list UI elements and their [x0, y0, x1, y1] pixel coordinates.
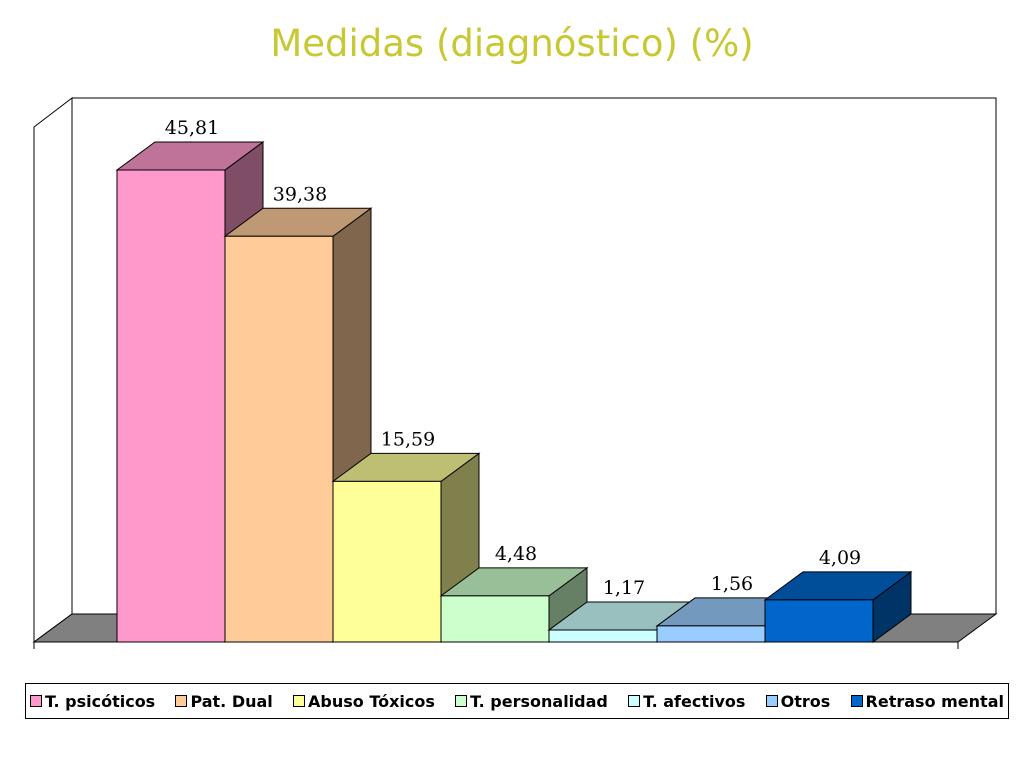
legend-item-7: Retraso mental	[850, 691, 1004, 711]
legend-label-6: Otros	[780, 691, 831, 711]
legend-swatch-1	[30, 695, 42, 707]
legend-label-1: T. psicóticos	[45, 691, 156, 711]
chart-title: Medidas (diagnóstico) (%)	[270, 22, 754, 65]
bar-front-3	[332, 480, 442, 643]
legend-swatch-3	[293, 695, 306, 707]
data-label-4: 4,48	[495, 543, 537, 565]
legend-label-3: Abuso Tóxicos	[308, 691, 435, 711]
data-label-1: 45,81	[165, 117, 219, 139]
legend-item-4: T. personalidad	[455, 692, 608, 711]
bar-front-5	[548, 629, 658, 643]
legend-swatch-2	[175, 695, 188, 707]
legend-label-4: T. personalidad	[470, 691, 608, 711]
side-wall	[33, 96, 73, 643]
legend-swatch-4	[455, 695, 468, 707]
legend-label-5: T. afectivos	[643, 691, 746, 711]
bars-group: 45,81 39,38 15,59 4,48 1,17 1,56 4,09	[115, 117, 913, 643]
data-label-2: 39,38	[273, 183, 327, 205]
legend-swatch-6	[765, 695, 778, 707]
data-label-7: 4,09	[819, 547, 861, 569]
bar-7	[763, 570, 913, 643]
bar-front-1	[116, 169, 226, 643]
legend-item-1: T. psicóticos	[30, 692, 155, 711]
legend-label-7: Retraso mental	[865, 691, 1004, 711]
legend-swatch-5	[628, 695, 641, 707]
legend: T. psicóticos Pat. Dual Abuso Tóxicos T. pe…	[25, 683, 1009, 719]
legend-item-2: Pat. Dual	[175, 691, 273, 711]
data-label-3: 15,59	[381, 428, 435, 450]
legend-item-5: T. afectivos	[628, 692, 745, 711]
chart-plot: 45,81 39,38 15,59 4,48 1,17 1,56 4,09	[32, 96, 998, 649]
bar-front-7	[764, 599, 874, 643]
legend-swatch-7	[850, 695, 863, 707]
bar-front-4	[440, 595, 550, 643]
data-label-6: 1,56	[711, 573, 753, 595]
legend-label-2: Pat. Dual	[190, 691, 273, 711]
legend-item-6: Otros	[765, 691, 831, 711]
bar-2	[223, 207, 373, 643]
data-label-5: 1,17	[603, 577, 645, 599]
bar-front-2	[224, 235, 334, 643]
bar-front-6	[656, 625, 766, 643]
legend-item-3: Abuso Tóxicos	[293, 692, 435, 711]
